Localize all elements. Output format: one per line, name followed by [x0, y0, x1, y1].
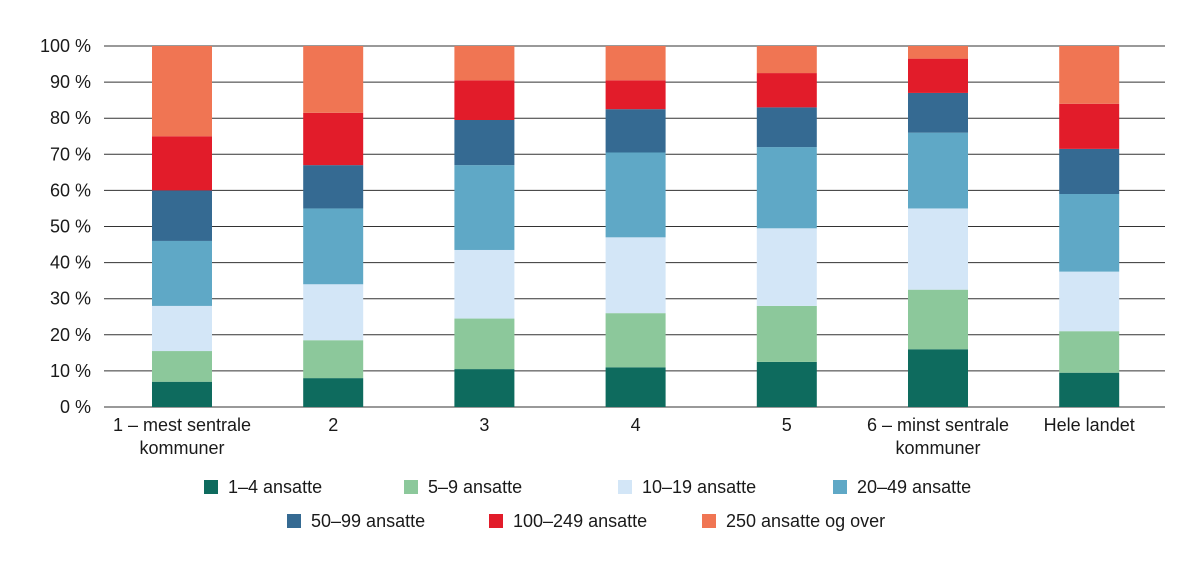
- y-tick-label: 20 %: [50, 325, 91, 345]
- bar-segment: [1059, 271, 1120, 332]
- bar-segment: [756, 228, 817, 306]
- legend-item: 250 ansatte og over: [702, 511, 885, 531]
- bar-segment: [756, 73, 817, 108]
- legend-item: 5–9 ansatte: [404, 477, 522, 497]
- bar-segment: [908, 132, 968, 209]
- y-tick-label: 60 %: [50, 180, 91, 200]
- bar-segment: [454, 120, 515, 166]
- legend-label: 250 ansatte og over: [726, 511, 885, 531]
- y-tick-label: 0 %: [60, 397, 91, 417]
- bar-segment: [454, 165, 515, 250]
- bar-segment: [454, 318, 515, 370]
- bars: [152, 46, 1120, 407]
- bar-segment: [908, 92, 968, 133]
- legend-swatch: [404, 480, 418, 494]
- bar-segment: [1059, 148, 1120, 195]
- bar-segment: [1059, 372, 1120, 407]
- bar-segment: [605, 237, 666, 314]
- bar-segment: [908, 208, 968, 290]
- legend-swatch: [204, 480, 218, 494]
- y-tick-label: 10 %: [50, 361, 91, 381]
- bar-segment: [454, 249, 515, 319]
- y-tick-label: 40 %: [50, 253, 91, 273]
- bar-segment: [756, 46, 817, 74]
- y-tick-label: 70 %: [50, 144, 91, 164]
- legend: 1–4 ansatte 5–9 ansatte 10–19 ansatte 20–49…: [204, 477, 971, 531]
- bar-segment: [152, 136, 212, 191]
- y-tick-label: 90 %: [50, 72, 91, 92]
- bar-segment: [1059, 103, 1120, 149]
- y-tick-label: 80 %: [50, 108, 91, 128]
- x-category-label: 2: [328, 415, 338, 435]
- x-category-label: 5: [782, 415, 792, 435]
- x-category-label: 6 – minst sentrale kommuner: [867, 415, 1009, 458]
- legend-swatch: [489, 514, 503, 528]
- legend-item: 50–99 ansatte: [287, 511, 425, 531]
- x-axis-category-labels: 1 – mest sentrale kommuner 2 3 4 5 6 – minst s…: [113, 415, 1135, 458]
- legend-label: 5–9 ansatte: [428, 477, 522, 497]
- bar-segment: [152, 305, 212, 352]
- bar-segment: [303, 378, 364, 407]
- y-axis-tick-labels: 0 % 10 % 20 % 30 % 40 % 50 % 60 % 70 % 80 % 90 % 1…: [40, 36, 91, 417]
- bar-segment: [454, 80, 515, 121]
- y-tick-label: 50 %: [50, 217, 91, 237]
- bar-segment: [1059, 331, 1120, 373]
- bar-segment: [605, 46, 666, 81]
- legend-swatch: [287, 514, 301, 528]
- bar-segment: [756, 361, 817, 407]
- bar-segment: [152, 240, 212, 306]
- bar-segment: [303, 340, 364, 379]
- legend-label: 50–99 ansatte: [311, 511, 425, 531]
- bar-segment: [303, 284, 364, 341]
- bar-segment: [1059, 46, 1120, 104]
- legend-label: 1–4 ansatte: [228, 477, 322, 497]
- bar-segment: [152, 190, 212, 241]
- x-category-label: 4: [631, 415, 641, 435]
- bar-segment: [756, 147, 817, 229]
- bar-segment: [605, 80, 666, 110]
- bar-segment: [908, 349, 968, 407]
- bar-segment: [152, 46, 212, 137]
- legend-swatch: [702, 514, 716, 528]
- legend-swatch: [833, 480, 847, 494]
- legend-label: 10–19 ansatte: [642, 477, 756, 497]
- bar-segment: [605, 109, 666, 153]
- bar-segment: [756, 305, 817, 362]
- bar-segment: [303, 208, 364, 285]
- bar-segment: [605, 152, 666, 238]
- bar-segment: [605, 313, 666, 368]
- bar-segment: [303, 46, 364, 113]
- bar-segment: [908, 289, 968, 350]
- legend-label: 100–249 ansatte: [513, 511, 647, 531]
- x-category-label: 1 – mest sentrale kommuner: [113, 415, 251, 458]
- bar-segment: [605, 367, 666, 407]
- bar-segment: [303, 165, 364, 209]
- bar-segment: [303, 112, 364, 166]
- bar-segment: [756, 107, 817, 148]
- bar-segment: [908, 58, 968, 93]
- legend-label: 20–49 ansatte: [857, 477, 971, 497]
- x-category-label: 3: [479, 415, 489, 435]
- y-tick-label: 100 %: [40, 36, 91, 56]
- x-category-label: Hele landet: [1044, 415, 1135, 435]
- legend-item: 1–4 ansatte: [204, 477, 322, 497]
- bar-segment: [152, 351, 212, 382]
- y-tick-label: 30 %: [50, 289, 91, 309]
- legend-swatch: [618, 480, 632, 494]
- legend-item: 100–249 ansatte: [489, 511, 647, 531]
- legend-item: 20–49 ansatte: [833, 477, 971, 497]
- bar-segment: [454, 46, 515, 81]
- bar-segment: [454, 369, 515, 407]
- bar-segment: [908, 46, 968, 59]
- legend-item: 10–19 ansatte: [618, 477, 756, 497]
- bar-segment: [152, 381, 212, 407]
- bar-segment: [1059, 194, 1120, 272]
